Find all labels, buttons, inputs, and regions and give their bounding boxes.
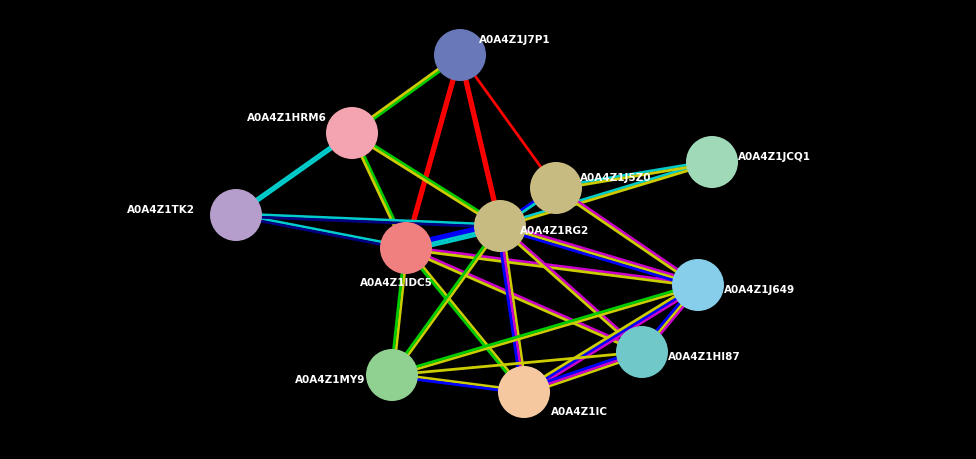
Text: A0A4Z1JCQ1: A0A4Z1JCQ1 [738, 152, 810, 162]
Circle shape [474, 200, 526, 252]
Circle shape [366, 349, 418, 401]
Text: A0A4Z1MY9: A0A4Z1MY9 [295, 375, 365, 385]
Text: A0A4Z1IDC5: A0A4Z1IDC5 [359, 278, 432, 288]
Text: A0A4Z1RG2: A0A4Z1RG2 [520, 226, 590, 236]
Circle shape [434, 29, 486, 81]
Text: A0A4Z1J7P1: A0A4Z1J7P1 [479, 35, 550, 45]
Circle shape [498, 366, 550, 418]
Circle shape [672, 259, 724, 311]
Text: A0A4Z1HI87: A0A4Z1HI87 [668, 352, 741, 362]
Text: A0A4Z1J5Z0: A0A4Z1J5Z0 [581, 173, 652, 183]
Text: A0A4Z1IC: A0A4Z1IC [550, 407, 607, 417]
Text: A0A4Z1HRM6: A0A4Z1HRM6 [247, 113, 327, 123]
Circle shape [380, 222, 432, 274]
Circle shape [530, 162, 582, 214]
Circle shape [210, 189, 262, 241]
Circle shape [616, 326, 668, 378]
Text: A0A4Z1TK2: A0A4Z1TK2 [127, 205, 195, 215]
Text: A0A4Z1J649: A0A4Z1J649 [724, 285, 795, 295]
Circle shape [326, 107, 378, 159]
Circle shape [686, 136, 738, 188]
